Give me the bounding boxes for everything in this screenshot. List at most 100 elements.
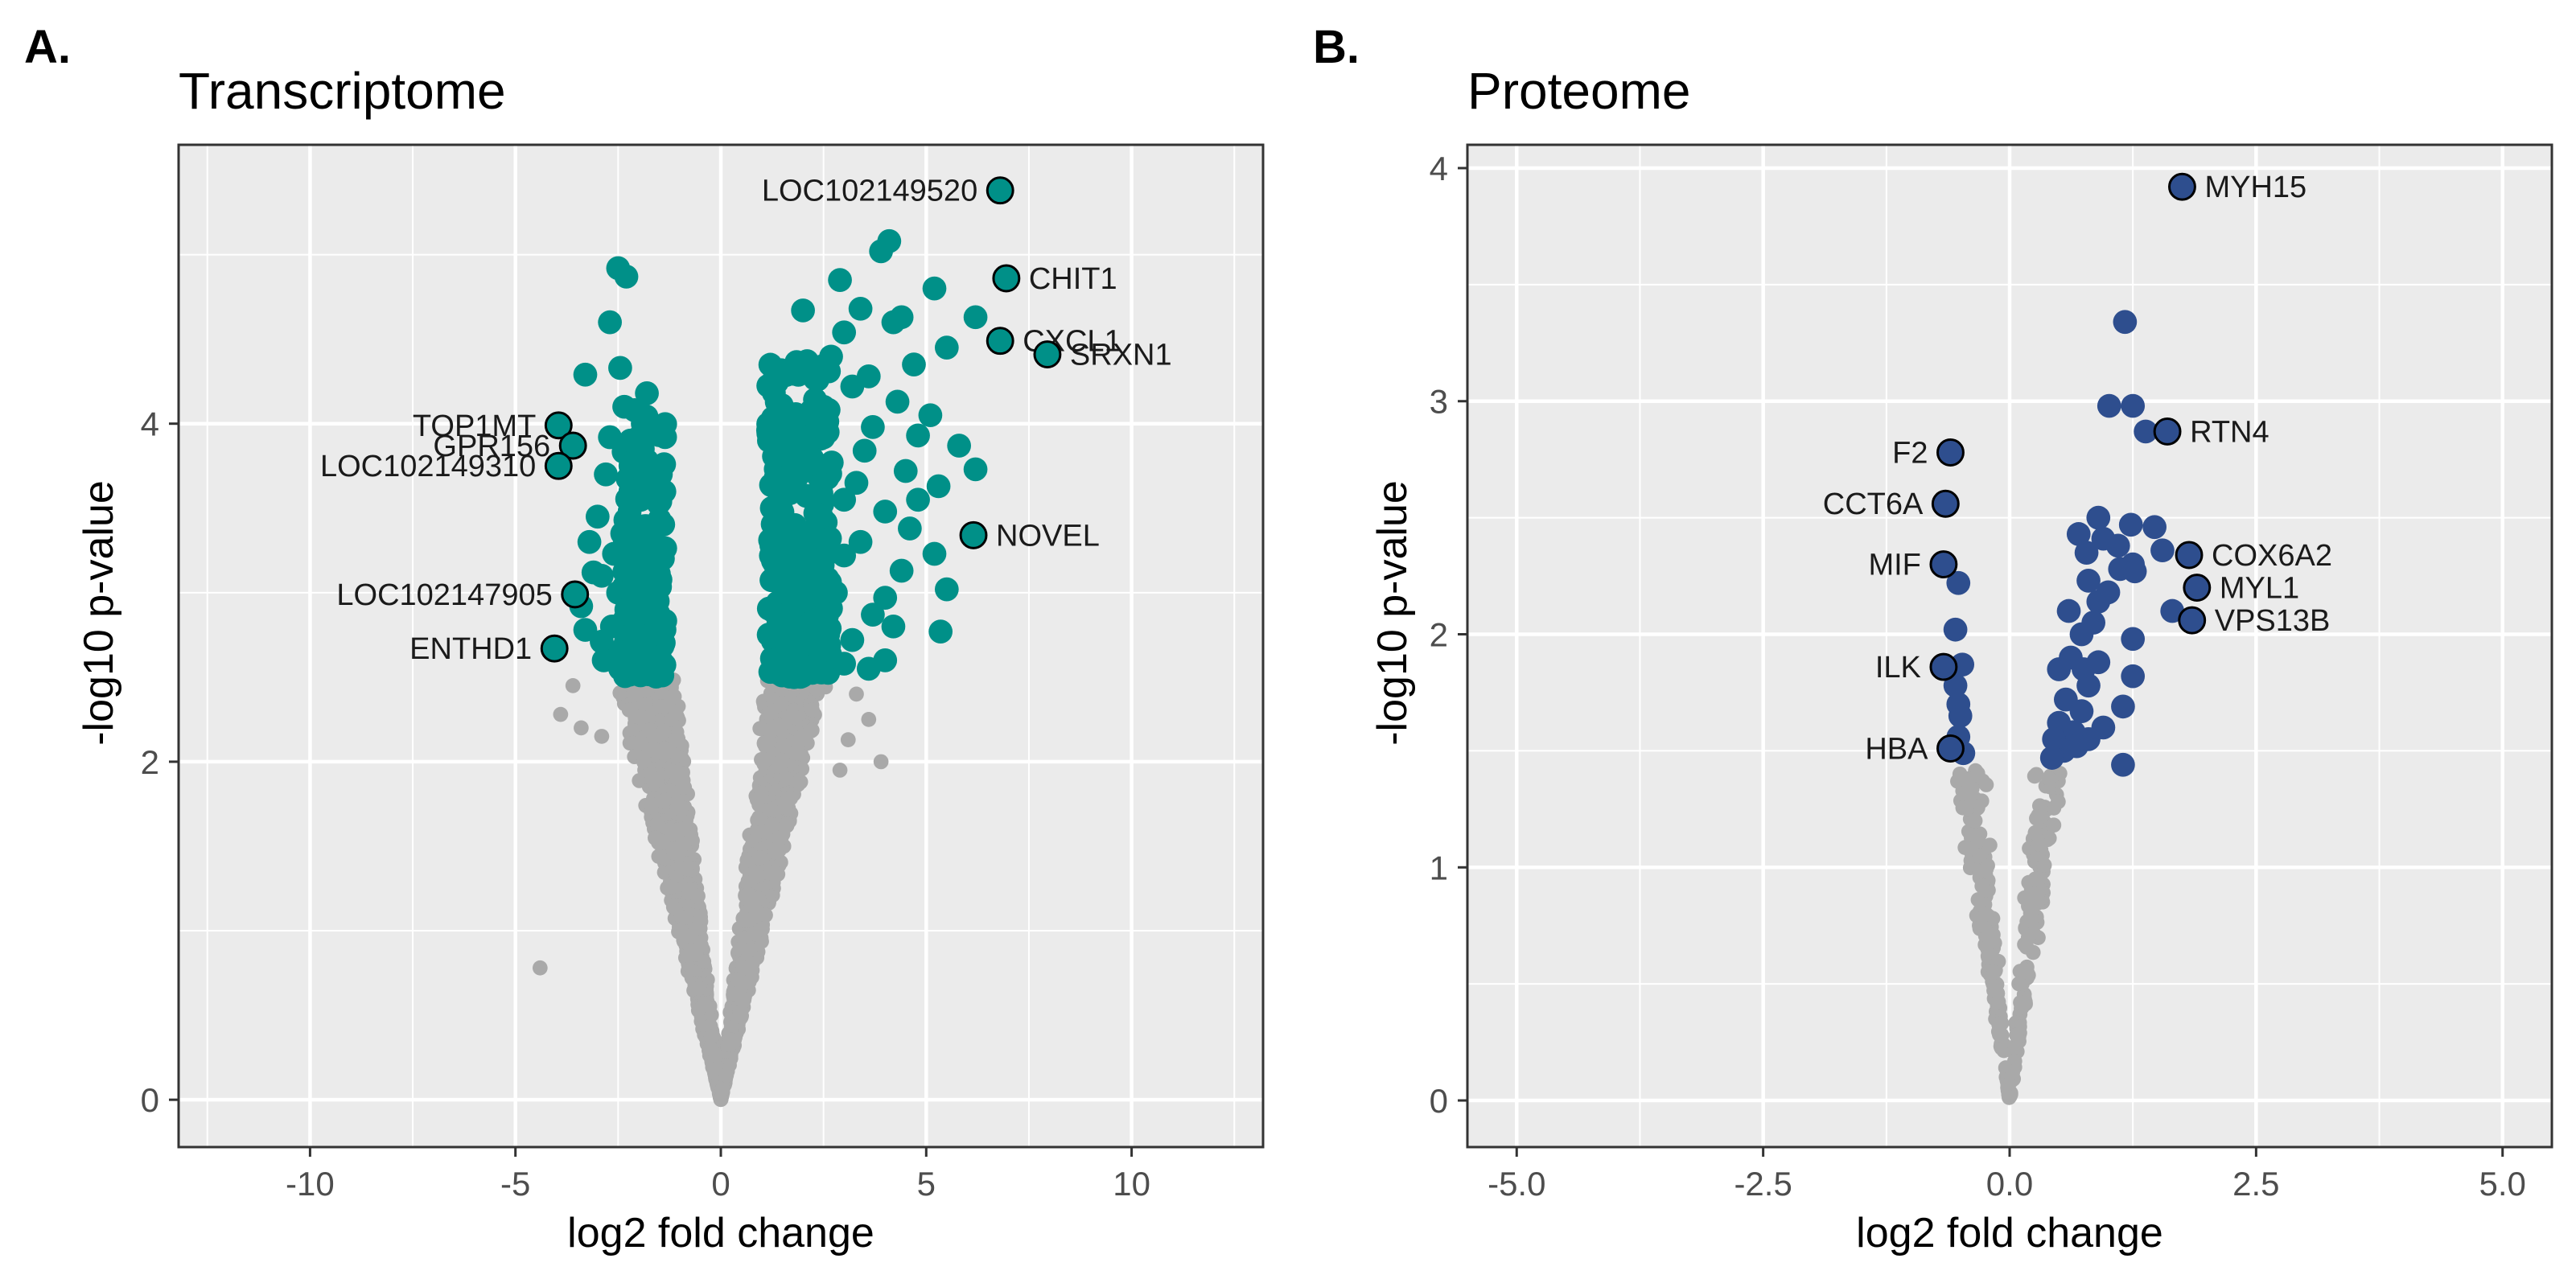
- panel-b-point-significant: [1948, 704, 1973, 728]
- panel-b-highlight-point: [2168, 172, 2196, 201]
- panel-b-gene-label: MYH15: [2204, 171, 2306, 204]
- panel-b-point-nonsignificant: [1972, 848, 1988, 864]
- panel-a-point-significant: [906, 423, 930, 448]
- panel-a-point-significant: [922, 541, 947, 566]
- panel-a-xtick-label: -10: [286, 1165, 335, 1203]
- panel-a-point-significant: [627, 640, 651, 664]
- panel-a-point-nonsignificant: [779, 771, 794, 787]
- panel-b-xtick-label: -2.5: [1734, 1165, 1792, 1203]
- panel-a-point-significant: [573, 618, 598, 642]
- panel-b-xtick-label: 2.5: [2232, 1165, 2279, 1203]
- panel-b-highlight-point: [2153, 417, 2182, 446]
- panel-b-gene-label: CCT6A: [1823, 487, 1924, 521]
- panel-a-point-significant: [636, 471, 661, 496]
- panel-a-title: Transcriptome: [179, 62, 506, 120]
- panel-a-point-nonsignificant: [574, 720, 589, 736]
- panel-a-point-significant: [610, 521, 635, 546]
- panel-a-point-nonsignificant: [677, 861, 693, 877]
- panel-a-highlight-point: [561, 580, 590, 609]
- panel-a-point-significant: [893, 459, 918, 483]
- panel-a-ytick-label: 2: [141, 743, 159, 781]
- panel-a-point-nonsignificant: [682, 882, 698, 898]
- panel-a-highlight-point: [986, 327, 1014, 356]
- panel-b-title: Proteome: [1467, 62, 1690, 120]
- panel-b-point-significant: [2160, 598, 2185, 623]
- panel-a-point-nonsignificant: [809, 681, 825, 697]
- panel-b-point-nonsignificant: [2041, 771, 2057, 787]
- panel-a-point-significant: [811, 394, 836, 419]
- panel-b-point-significant: [2121, 393, 2146, 418]
- panel-b-point-nonsignificant: [1991, 1016, 2006, 1032]
- panel-a-point-significant: [848, 529, 873, 554]
- panel-a-point-significant: [898, 516, 922, 541]
- panel-b-point-nonsignificant: [2027, 871, 2043, 887]
- panel-a-point-nonsignificant: [648, 830, 663, 846]
- panel-b-point-significant: [2121, 627, 2146, 652]
- panel-a-point-nonsignificant: [673, 801, 688, 817]
- panel-b-ytick-label: 3: [1430, 383, 1448, 421]
- panel-b-point-significant: [2134, 419, 2158, 444]
- panel-b-point-nonsignificant: [1974, 878, 1990, 894]
- panel-a-point-significant: [631, 411, 655, 436]
- panel-a-point-nonsignificant: [664, 763, 680, 779]
- panel-a-gene-label: SRXN1: [1070, 339, 1172, 372]
- panel-a-plot: LOC102149520CHIT1CXCL1SRXN1NOVELTOP1MTGP…: [141, 143, 1265, 1203]
- panel-a-point-significant: [832, 320, 857, 345]
- panel-b-point-nonsignificant: [2035, 808, 2050, 824]
- panel-a-point-nonsignificant: [658, 741, 674, 757]
- panel-b-ytick-label: 1: [1430, 849, 1448, 886]
- panel-b-gene-label: VPS13B: [2215, 604, 2331, 638]
- panel-a-point-significant: [848, 296, 873, 321]
- panel-a-point-significant: [631, 437, 655, 462]
- panel-a-ytick-label: 0: [141, 1081, 159, 1119]
- panel-b-gene-label: COX6A2: [2212, 539, 2332, 573]
- panel-a-point-nonsignificant: [736, 930, 752, 946]
- panel-a-point-nonsignificant: [653, 699, 669, 714]
- panel-a-point-nonsignificant: [663, 879, 679, 895]
- panel-a-point-nonsignificant: [764, 816, 780, 833]
- panel-a-point-nonsignificant: [714, 1081, 730, 1097]
- panel-a-point-nonsignificant: [731, 1008, 747, 1024]
- panel-b-highlight-point: [1931, 489, 1960, 518]
- panel-a-gene-label: LOC102149310: [320, 450, 536, 483]
- panel-a-highlight-point: [544, 451, 573, 480]
- panel-a-point-nonsignificant: [736, 992, 752, 1008]
- panel-a-point-nonsignificant: [638, 697, 654, 713]
- panel-b-point-nonsignificant: [1961, 771, 1976, 787]
- panel-a-point-nonsignificant: [641, 722, 657, 738]
- panel-a-point-significant: [618, 454, 643, 479]
- panel-a-point-nonsignificant: [656, 792, 673, 808]
- panel-b-point-nonsignificant: [1994, 1040, 2010, 1056]
- panel-b-point-nonsignificant: [2019, 914, 2035, 930]
- panel-a-point-significant: [885, 389, 910, 414]
- panel-a-xtick-label: -5: [500, 1165, 530, 1203]
- panel-b-point-nonsignificant: [2023, 902, 2039, 917]
- panel-b-point-nonsignificant: [1982, 837, 1998, 853]
- panel-b-point-significant: [2111, 694, 2135, 719]
- panel-a-point-significant: [770, 652, 795, 676]
- panel-a-point-significant: [598, 425, 622, 450]
- panel-a-point-significant: [635, 660, 659, 685]
- panel-b-point-significant: [2118, 512, 2143, 537]
- panel-b-point-nonsignificant: [2020, 929, 2036, 945]
- panel-b-highlight-point: [1936, 438, 1965, 467]
- panel-b-point-nonsignificant: [2036, 857, 2052, 873]
- panel-b-highlight-point: [1936, 734, 1965, 763]
- panel-a-point-nonsignificant: [649, 771, 665, 788]
- panel-a-point-significant: [963, 305, 988, 330]
- panel-a-point-significant: [881, 310, 906, 335]
- panel-b-point-nonsignificant: [2031, 836, 2047, 852]
- panel-b-point-nonsignificant: [2002, 1089, 2017, 1105]
- panel-a-point-significant: [573, 362, 598, 387]
- panel-a-point-nonsignificant: [690, 1002, 706, 1018]
- panel-a-point-significant: [828, 268, 852, 292]
- panel-b-point-significant: [2150, 538, 2175, 563]
- panel-a-point-significant: [934, 577, 959, 602]
- panel-b-letter: B.: [1313, 21, 1360, 73]
- panel-a-point-nonsignificant: [759, 738, 775, 753]
- panel-a-point-nonsignificant: [832, 763, 848, 778]
- panel-a-point-significant: [811, 638, 836, 663]
- panel-a-point-significant: [807, 606, 832, 631]
- panel-b-xtick-label: 0.0: [1986, 1165, 2033, 1203]
- panel-a-highlight-point: [544, 411, 573, 440]
